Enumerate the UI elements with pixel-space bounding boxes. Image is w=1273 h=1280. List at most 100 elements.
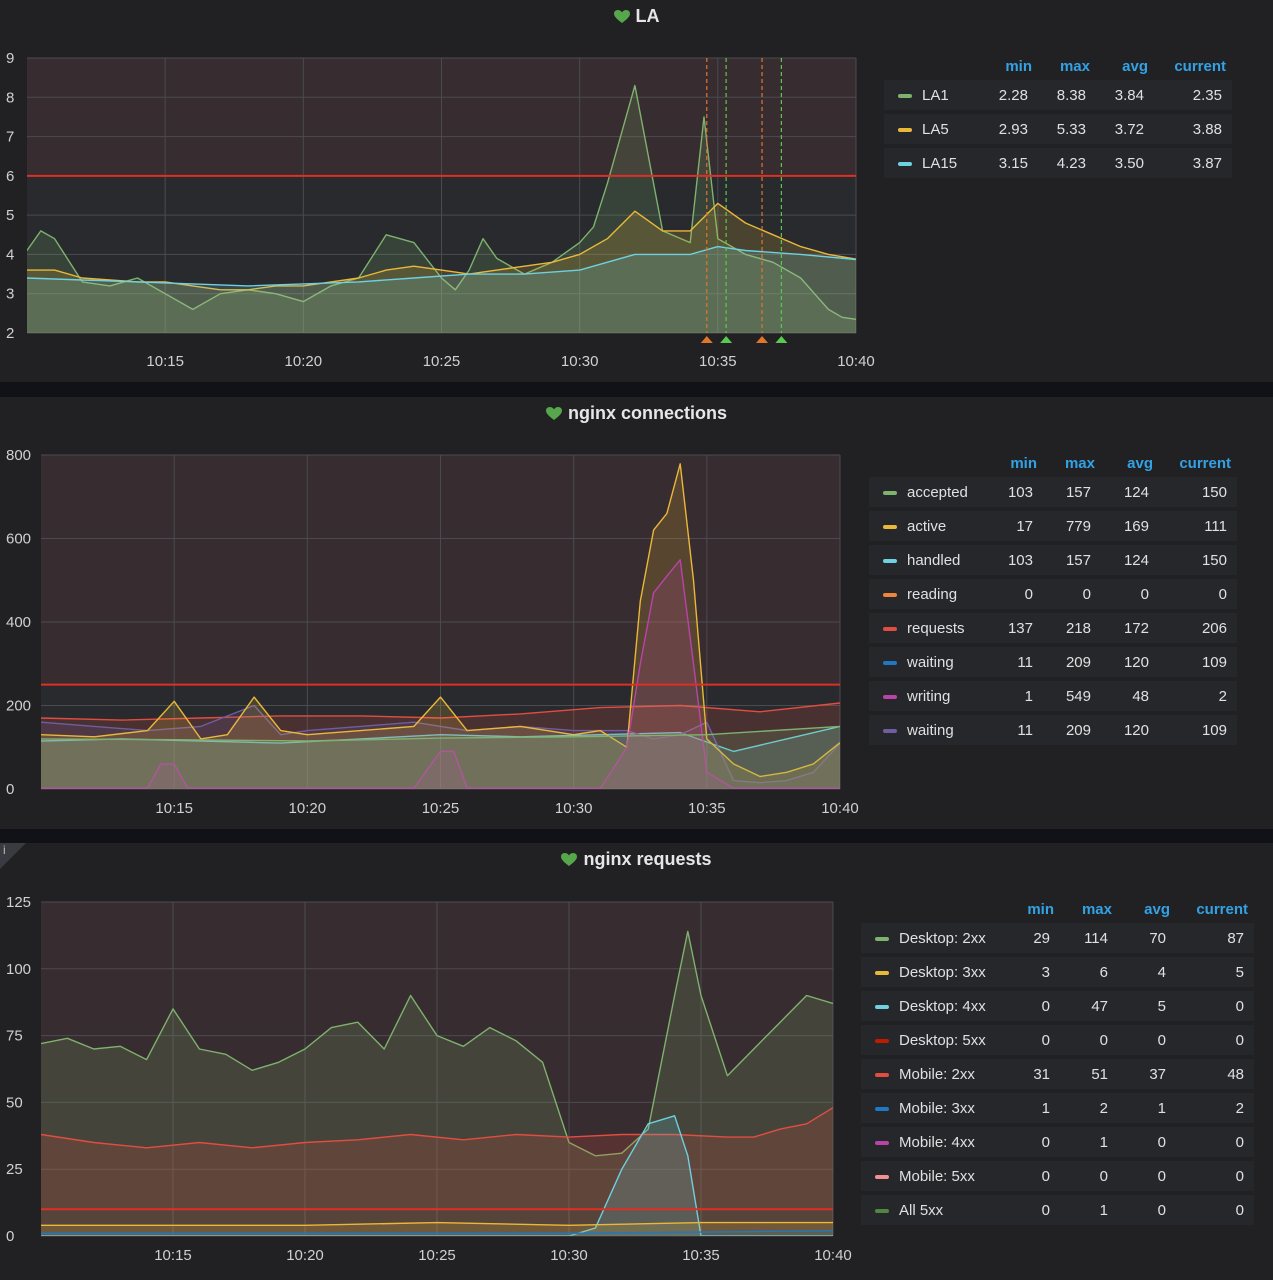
panel-title[interactable]: LA [0,6,1273,29]
legend-row[interactable]: Mobile: 5xx 0 0 0 0 [861,1161,1254,1191]
legend-row[interactable]: accepted 103 157 124 150 [869,477,1237,507]
legend-color-swatch[interactable] [898,127,912,132]
annotation-marker[interactable] [720,336,733,343]
legend-color-swatch[interactable] [875,1174,889,1179]
series-line-desktop-2xx[interactable] [41,930,833,1157]
legend-row[interactable]: requests 137 218 172 206 [869,613,1237,643]
legend-color-swatch[interactable] [875,1106,889,1111]
legend-row[interactable]: Desktop: 4xx 0 47 5 0 [861,991,1254,1021]
legend-color-swatch[interactable] [875,970,889,975]
legend-value-min: 17 [985,511,1043,541]
series-line-mobile-3xx[interactable] [41,1230,833,1234]
series-line-requests[interactable] [41,702,840,721]
annotation-marker[interactable] [775,336,788,343]
legend-header-max[interactable]: max [1059,57,1090,75]
series-line-la1[interactable] [27,84,856,320]
series-line-desktop-3xx[interactable] [41,1221,833,1226]
legend-series-name[interactable]: LA5 [884,114,980,144]
legend-series-name[interactable]: LA15 [884,148,980,178]
legend-series-name[interactable]: Mobile: 4xx [861,1127,1002,1157]
legend-header-min[interactable]: min [1010,454,1037,472]
legend-row[interactable]: waiting 11 209 120 109 [869,715,1237,745]
legend-header-avg[interactable]: avg [1144,900,1170,918]
legend-color-swatch[interactable] [898,93,912,98]
legend-header-current[interactable]: current [1179,454,1231,472]
legend-series-name[interactable]: handled [869,545,985,575]
annotation-marker[interactable] [700,336,713,343]
legend-color-swatch[interactable] [875,936,889,941]
legend-row[interactable]: LA1 2.28 8.38 3.84 2.35 [884,80,1232,110]
legend-series-label: requests [907,619,965,637]
legend-color-swatch[interactable] [883,592,897,597]
legend-series-name[interactable]: Mobile: 3xx [861,1093,1002,1123]
legend-series-name[interactable]: requests [869,613,985,643]
legend-series-name[interactable]: All 5xx [861,1195,1002,1225]
legend-row[interactable]: Desktop: 5xx 0 0 0 0 [861,1025,1254,1055]
legend-color-swatch[interactable] [875,1140,889,1145]
legend-series-name[interactable]: Desktop: 4xx [861,991,1002,1021]
legend-series-name[interactable]: Mobile: 5xx [861,1161,1002,1191]
legend-series-name[interactable]: waiting [869,647,985,677]
legend-series-name[interactable]: waiting [869,715,985,745]
legend-color-swatch[interactable] [898,161,912,166]
legend-color-swatch[interactable] [883,694,897,699]
legend-row[interactable]: Mobile: 2xx 31 51 37 48 [861,1059,1254,1089]
legend-row[interactable]: writing 1 549 48 2 [869,681,1237,711]
y-tick-label: 800 [6,447,31,464]
legend-row[interactable]: active 17 779 169 111 [869,511,1237,541]
legend-color-swatch[interactable] [875,1072,889,1077]
legend-series-name[interactable]: Desktop: 3xx [861,957,1002,987]
series-line-accepted[interactable] [41,725,840,742]
legend-color-swatch[interactable] [883,660,897,665]
legend-color-swatch[interactable] [883,490,897,495]
legend-color-swatch[interactable] [875,1038,889,1043]
legend-color-swatch[interactable] [875,1208,889,1213]
legend-row[interactable]: handled 103 157 124 150 [869,545,1237,575]
legend-row[interactable]: waiting 11 209 120 109 [869,647,1237,677]
legend-series-name[interactable]: active [869,511,985,541]
legend-series-name[interactable]: writing [869,681,985,711]
legend-row[interactable]: LA5 2.93 5.33 3.72 3.88 [884,114,1232,144]
la-graph[interactable]: 2 3 4 5 6 7 8 9 10:15 10:20 10:25 10:30 10:35 10:40 [0,0,1273,382]
legend-header-max[interactable]: max [1064,454,1095,472]
legend-header-min[interactable]: min [1027,900,1054,918]
panel-title[interactable]: nginx requests [0,849,1273,872]
legend-header-min[interactable]: min [1005,57,1032,75]
legend-header-current[interactable]: current [1196,900,1248,918]
legend-color-swatch[interactable] [883,524,897,529]
series-line-writing[interactable] [41,559,840,789]
legend-row[interactable]: Desktop: 2xx 29 114 70 87 [861,923,1254,953]
panel-title[interactable]: nginx connections [0,403,1273,426]
legend-color-swatch[interactable] [875,1004,889,1009]
legend-row[interactable]: All 5xx 0 1 0 0 [861,1195,1254,1225]
legend-color-swatch[interactable] [883,558,897,563]
legend-row[interactable]: Mobile: 4xx 0 1 0 0 [861,1127,1254,1157]
legend-row[interactable]: reading 0 0 0 0 [869,579,1237,609]
series-line-la15[interactable] [27,245,856,287]
legend-row[interactable]: LA15 3.15 4.23 3.50 3.87 [884,148,1232,178]
series-line-mobile-2xx[interactable] [41,1107,833,1149]
annotation-marker[interactable] [756,336,769,343]
legend-series-name[interactable]: Desktop: 2xx [861,923,1002,953]
legend-series-name[interactable]: Desktop: 5xx [861,1025,1002,1055]
legend-series-name[interactable]: LA1 [884,80,980,110]
legend-series-name[interactable]: accepted [869,477,985,507]
legend-color-swatch[interactable] [883,626,897,631]
legend-value-max: 114 [1060,923,1118,953]
legend-series-name[interactable]: Mobile: 2xx [861,1059,1002,1089]
series-line-active[interactable] [41,463,840,778]
series-line-la5[interactable] [27,202,856,291]
x-tick-label: 10:40 [821,800,859,817]
legend-color-swatch[interactable] [883,728,897,733]
legend-header-avg[interactable]: avg [1122,57,1148,75]
legend-header-avg[interactable]: avg [1127,454,1153,472]
legend-header-max[interactable]: max [1081,900,1112,918]
legend-row[interactable]: Desktop: 3xx 3 6 4 5 [861,957,1254,987]
legend-row[interactable]: Mobile: 3xx 1 2 1 2 [861,1093,1254,1123]
series-line-handled[interactable] [41,725,840,753]
legend-header-current[interactable]: current [1174,57,1226,75]
legend-series-name[interactable]: reading [869,579,985,609]
info-corner[interactable]: i [0,843,26,869]
